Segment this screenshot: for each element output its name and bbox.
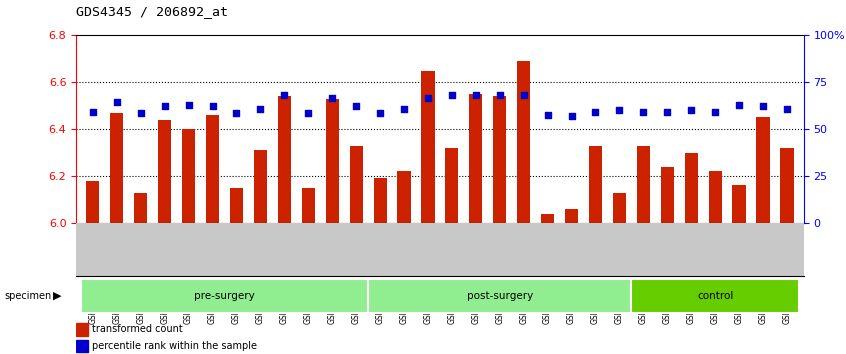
- Bar: [470, 94, 482, 223]
- Point: [661, 109, 674, 114]
- Bar: [302, 188, 315, 223]
- Point: [158, 103, 172, 109]
- Bar: [733, 185, 745, 223]
- Bar: [684, 153, 698, 223]
- Bar: [565, 209, 578, 223]
- Bar: [110, 113, 124, 223]
- Bar: [421, 70, 435, 223]
- Point: [421, 95, 435, 101]
- Text: GDS4345 / 206892_at: GDS4345 / 206892_at: [76, 5, 228, 18]
- Bar: [709, 171, 722, 223]
- FancyBboxPatch shape: [631, 279, 799, 313]
- Point: [277, 92, 291, 98]
- Bar: [254, 150, 267, 223]
- Point: [565, 114, 579, 119]
- Point: [517, 92, 530, 98]
- Text: pre-surgery: pre-surgery: [194, 291, 255, 301]
- FancyBboxPatch shape: [81, 279, 368, 313]
- Bar: [76, 340, 88, 352]
- Bar: [230, 188, 243, 223]
- Point: [301, 110, 315, 116]
- Point: [373, 110, 387, 116]
- Point: [182, 102, 195, 107]
- Bar: [613, 193, 626, 223]
- Text: post-surgery: post-surgery: [467, 291, 533, 301]
- Point: [230, 110, 244, 116]
- Text: specimen: specimen: [4, 291, 52, 301]
- Point: [708, 109, 722, 114]
- Text: ▶: ▶: [53, 291, 62, 301]
- Bar: [349, 145, 363, 223]
- Point: [254, 107, 267, 112]
- Bar: [517, 61, 530, 223]
- Bar: [76, 323, 88, 336]
- Bar: [182, 129, 195, 223]
- Bar: [86, 181, 100, 223]
- Point: [110, 99, 124, 105]
- Bar: [326, 99, 338, 223]
- Bar: [277, 96, 291, 223]
- Text: control: control: [697, 291, 733, 301]
- Bar: [589, 145, 602, 223]
- Point: [206, 103, 219, 109]
- Bar: [756, 118, 770, 223]
- Point: [469, 92, 482, 98]
- Bar: [206, 115, 219, 223]
- Point: [493, 92, 507, 98]
- Point: [134, 110, 147, 116]
- Point: [733, 102, 746, 107]
- Point: [756, 103, 770, 109]
- Bar: [373, 178, 387, 223]
- Point: [349, 103, 363, 109]
- Point: [445, 92, 459, 98]
- Bar: [780, 148, 794, 223]
- Bar: [637, 145, 650, 223]
- Point: [326, 95, 339, 101]
- Text: transformed count: transformed count: [92, 324, 183, 334]
- Bar: [398, 171, 410, 223]
- Point: [780, 107, 794, 112]
- Point: [541, 112, 554, 118]
- Bar: [445, 148, 459, 223]
- Point: [613, 108, 626, 113]
- Bar: [661, 167, 674, 223]
- Point: [86, 109, 100, 114]
- Point: [684, 108, 698, 113]
- FancyBboxPatch shape: [368, 279, 631, 313]
- Bar: [158, 120, 171, 223]
- Bar: [493, 96, 507, 223]
- Point: [589, 109, 602, 114]
- Bar: [541, 213, 554, 223]
- Point: [398, 107, 411, 112]
- Text: percentile rank within the sample: percentile rank within the sample: [92, 341, 257, 351]
- Point: [636, 109, 650, 114]
- Bar: [135, 193, 147, 223]
